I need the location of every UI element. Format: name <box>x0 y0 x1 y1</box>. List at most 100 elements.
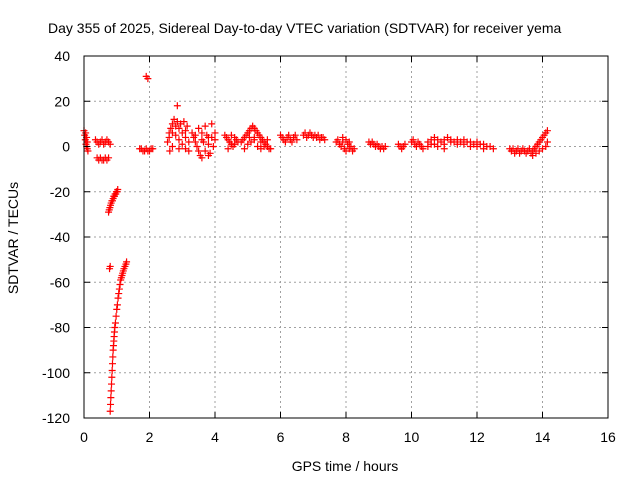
data-point <box>245 133 253 141</box>
data-point <box>263 136 271 144</box>
data-point <box>106 262 114 270</box>
data-point <box>473 143 481 150</box>
y-tick-labels: -120 -100 -80 -60 -40 -20 0 20 40 <box>42 48 70 426</box>
data-point <box>115 285 123 293</box>
data-point <box>339 133 347 141</box>
data-point <box>168 129 176 137</box>
data-points <box>80 72 551 415</box>
data-point <box>381 143 389 150</box>
data-point <box>108 366 116 374</box>
data-point <box>167 124 175 132</box>
grid-lines <box>84 56 608 418</box>
data-point <box>113 305 121 313</box>
x-tick-labels: 0 2 4 6 8 10 12 14 16 <box>80 429 616 445</box>
data-point <box>440 145 448 153</box>
data-point <box>144 75 152 83</box>
y-axis-label: SDTVAR / TECUs <box>5 182 21 294</box>
data-point <box>106 407 114 415</box>
data-point <box>191 138 199 146</box>
data-point <box>183 122 191 130</box>
y-tick-label: -100 <box>42 365 70 381</box>
data-point <box>111 319 119 327</box>
chart-title: Day 355 of 2025, Sidereal Day-to-day VTE… <box>48 20 561 36</box>
data-point <box>107 400 115 408</box>
y-tick-label: -80 <box>50 320 70 336</box>
y-tick-label: 40 <box>54 48 70 64</box>
data-point <box>166 147 174 155</box>
y-tick-label: -40 <box>50 229 70 245</box>
data-point <box>108 360 116 368</box>
data-point <box>281 138 289 146</box>
data-point <box>267 145 275 153</box>
data-point <box>334 136 342 144</box>
data-point <box>112 312 120 320</box>
data-point <box>182 133 190 141</box>
axis-ticks <box>83 55 609 419</box>
data-point <box>168 143 176 150</box>
data-point <box>105 154 113 162</box>
data-point <box>257 138 265 146</box>
data-point <box>201 147 209 155</box>
data-point <box>108 380 116 388</box>
data-point <box>195 124 203 132</box>
data-point <box>164 138 172 146</box>
data-point <box>185 147 193 155</box>
x-tick-label: 12 <box>469 429 485 445</box>
data-point <box>178 140 186 148</box>
data-point <box>175 124 183 132</box>
data-point <box>285 131 293 139</box>
data-point <box>114 185 122 193</box>
data-point <box>480 145 488 153</box>
data-point <box>240 145 248 153</box>
data-point <box>260 143 268 150</box>
data-point <box>113 301 121 309</box>
data-point <box>209 143 217 150</box>
data-point <box>208 120 216 128</box>
data-point <box>409 136 417 144</box>
y-tick-label: -120 <box>42 410 70 426</box>
data-point <box>82 129 90 137</box>
data-point <box>84 147 92 155</box>
data-point <box>175 136 183 144</box>
data-point <box>123 258 131 266</box>
data-point <box>345 138 353 146</box>
data-point <box>489 145 497 153</box>
data-point <box>201 122 209 130</box>
data-point <box>106 140 114 148</box>
data-point <box>204 133 212 141</box>
data-point <box>211 136 219 144</box>
data-point <box>83 138 91 146</box>
data-point <box>193 143 201 150</box>
data-point <box>111 324 119 331</box>
data-point <box>293 136 301 144</box>
data-point <box>224 145 232 153</box>
data-point <box>211 129 219 137</box>
data-point <box>227 131 235 139</box>
data-point <box>321 136 329 144</box>
data-point <box>231 140 239 148</box>
data-point <box>115 290 123 298</box>
x-tick-label: 8 <box>342 429 350 445</box>
data-point <box>175 145 183 153</box>
y-tick-label: -60 <box>50 274 70 290</box>
data-point <box>291 131 299 139</box>
data-point <box>107 394 115 402</box>
data-point <box>108 373 116 381</box>
x-axis-label: GPS time / hours <box>292 458 399 474</box>
data-point <box>107 387 115 395</box>
x-tick-label: 16 <box>600 429 616 445</box>
x-tick-label: 0 <box>80 429 88 445</box>
data-point <box>180 118 188 126</box>
x-tick-label: 10 <box>404 429 420 445</box>
data-point <box>109 353 117 361</box>
y-tick-label: 0 <box>62 139 70 155</box>
y-tick-label: 20 <box>54 93 70 109</box>
y-tick-label: -20 <box>50 184 70 200</box>
data-point <box>198 136 206 144</box>
data-point <box>543 138 551 146</box>
data-point <box>466 143 474 150</box>
data-point <box>185 138 193 146</box>
data-point <box>182 127 190 135</box>
data-point <box>198 154 206 162</box>
